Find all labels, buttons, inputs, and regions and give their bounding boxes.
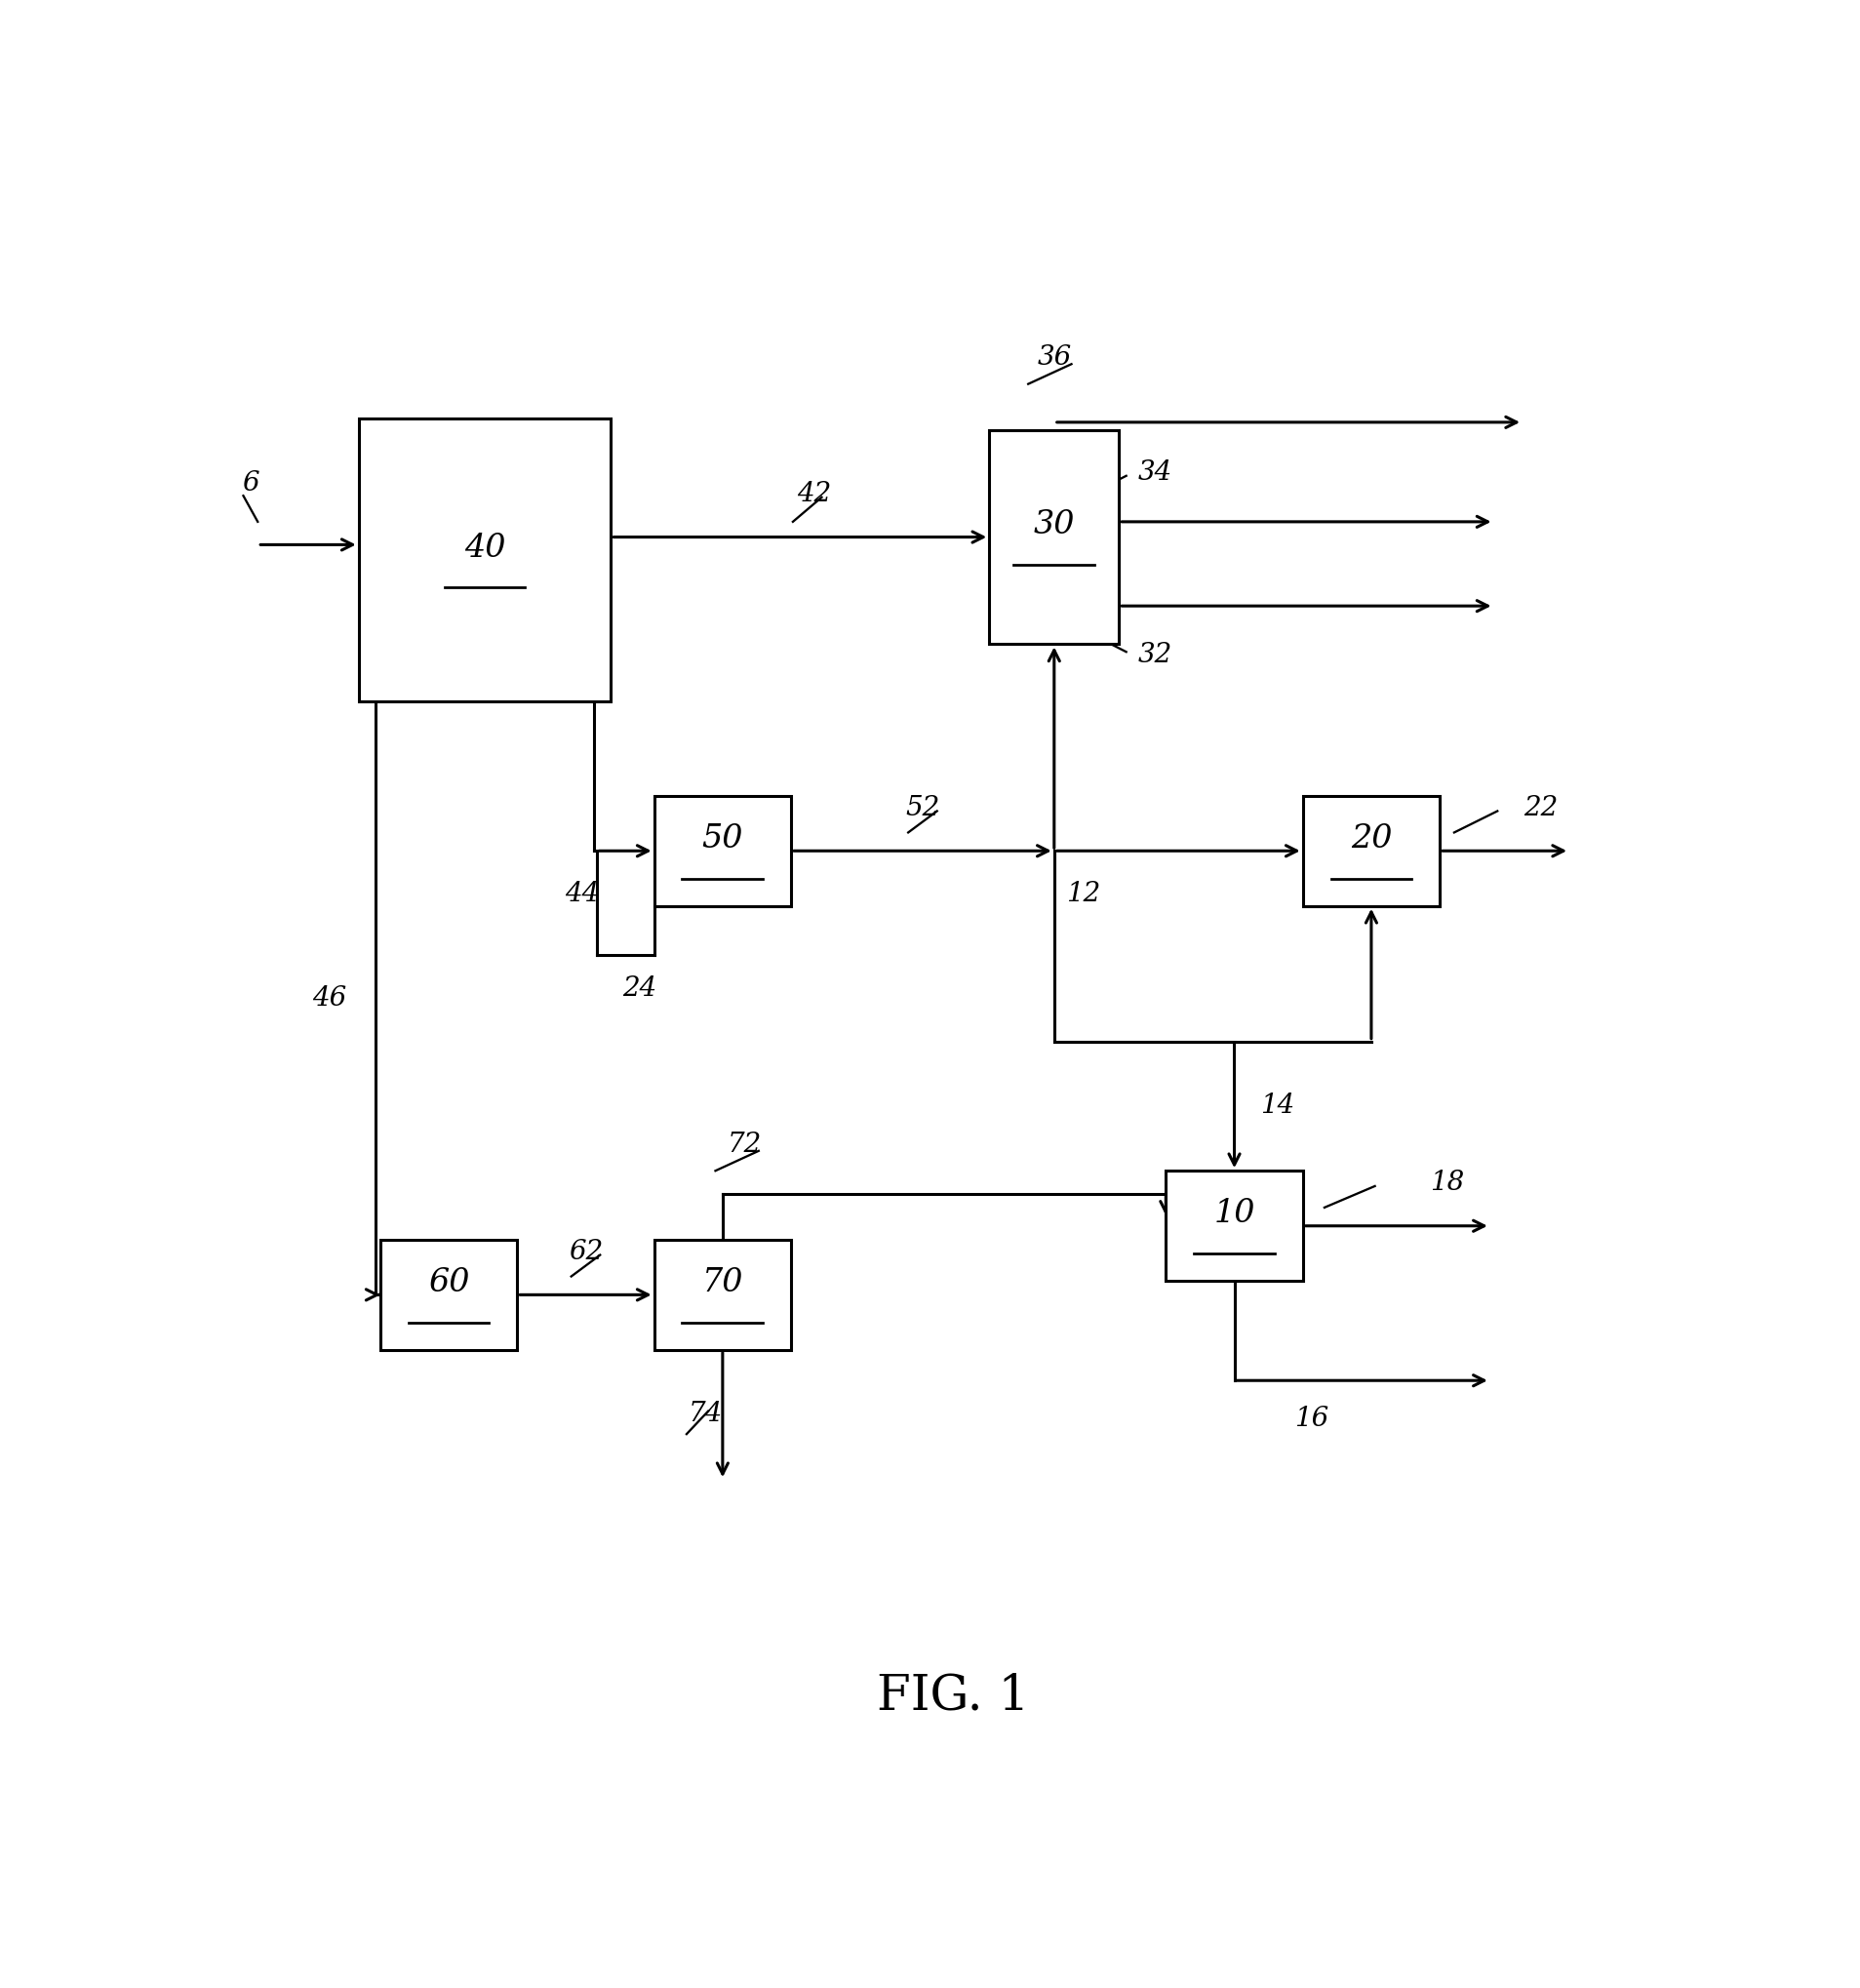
Text: 36: 36	[1038, 344, 1071, 372]
FancyBboxPatch shape	[359, 417, 610, 702]
Text: 20: 20	[1350, 823, 1391, 855]
Text: 50: 50	[701, 823, 744, 855]
Text: 18: 18	[1430, 1169, 1464, 1197]
FancyBboxPatch shape	[1166, 1171, 1302, 1280]
Text: 34: 34	[1138, 459, 1172, 485]
FancyBboxPatch shape	[379, 1241, 517, 1350]
Text: 46: 46	[312, 984, 348, 1012]
Text: 60: 60	[428, 1266, 469, 1298]
FancyBboxPatch shape	[1302, 795, 1440, 907]
FancyBboxPatch shape	[655, 1241, 790, 1350]
Text: 44: 44	[565, 881, 599, 907]
Text: FIG. 1: FIG. 1	[876, 1672, 1030, 1720]
Text: 12: 12	[1066, 881, 1099, 907]
Text: 70: 70	[701, 1266, 744, 1298]
FancyBboxPatch shape	[990, 429, 1120, 644]
Text: 42: 42	[798, 481, 831, 507]
Text: 22: 22	[1523, 795, 1559, 821]
Text: 72: 72	[727, 1131, 761, 1157]
Text: 32: 32	[1138, 642, 1172, 668]
Text: 62: 62	[569, 1239, 603, 1264]
Text: 74: 74	[688, 1402, 722, 1427]
Text: 30: 30	[1034, 509, 1075, 541]
Text: 16: 16	[1295, 1406, 1330, 1431]
Text: 24: 24	[623, 976, 657, 1002]
Text: 14: 14	[1261, 1093, 1295, 1119]
Text: 10: 10	[1213, 1199, 1256, 1229]
Text: 6: 6	[242, 471, 259, 497]
Text: 40: 40	[463, 533, 506, 563]
FancyBboxPatch shape	[655, 795, 790, 907]
Text: 52: 52	[906, 795, 939, 821]
